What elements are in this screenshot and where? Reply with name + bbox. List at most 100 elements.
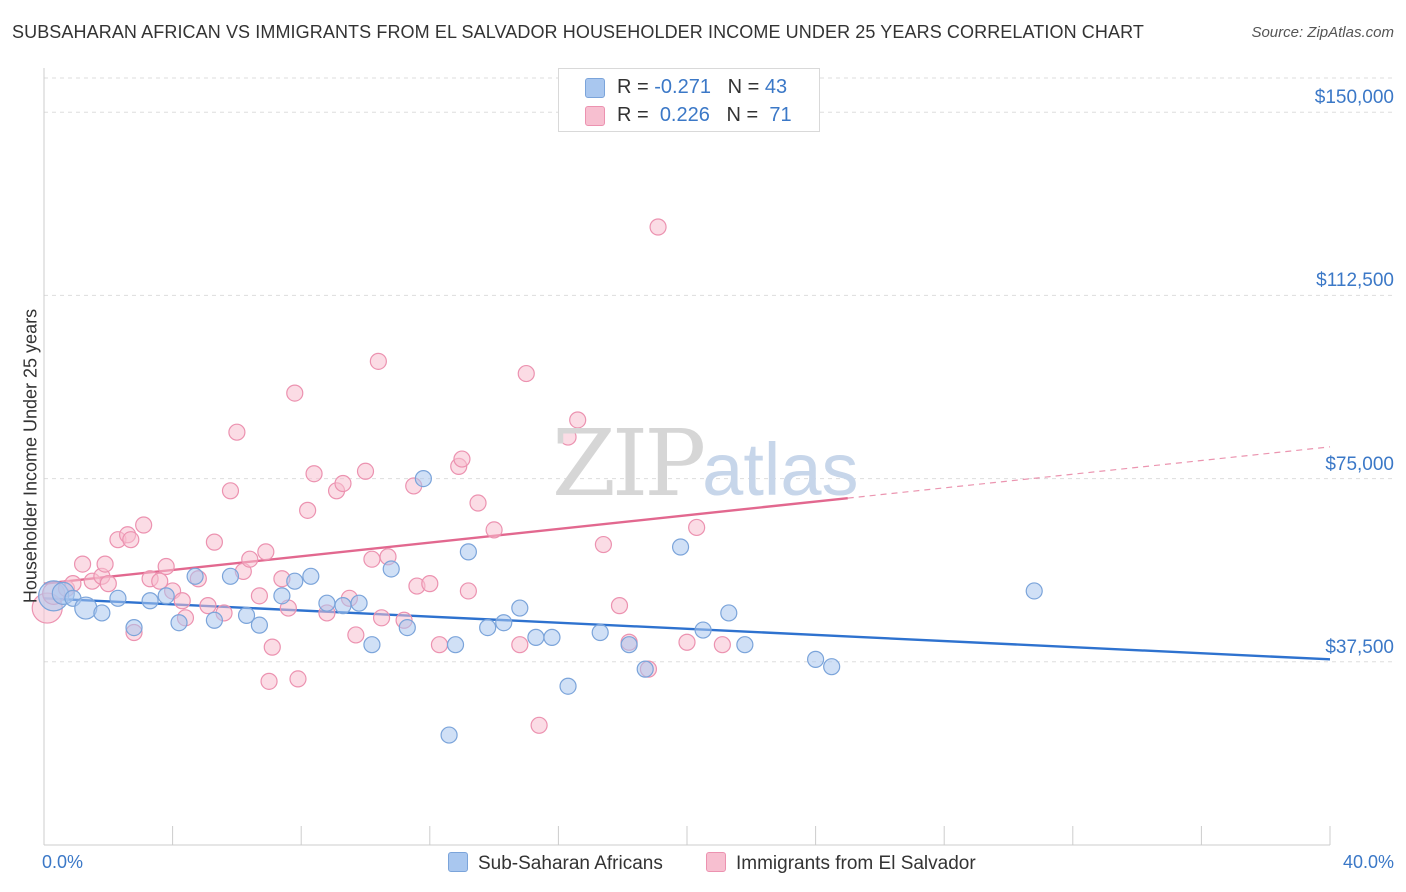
pink-point-68 <box>678 633 696 651</box>
blue-point-30 <box>511 599 529 617</box>
blue-point-18 <box>318 594 336 612</box>
pink-point-18 <box>173 592 191 610</box>
blue-point-41 <box>806 650 825 668</box>
pink-point-36 <box>299 501 317 519</box>
pink-point-54 <box>453 450 471 468</box>
pink-point-21 <box>199 597 217 615</box>
series-legend-blue-swatch <box>448 852 468 872</box>
pink-point-34 <box>286 384 304 402</box>
pink-point-24 <box>221 482 240 500</box>
blue-point-11 <box>205 611 223 629</box>
legend-pink-n-label: N = <box>726 104 759 126</box>
pink-point-64 <box>610 597 629 615</box>
blue-point-36 <box>636 660 654 678</box>
y-axis-label: Householder Income Under 25 years <box>20 308 41 604</box>
pink-point-16 <box>157 557 175 576</box>
pink-point-62 <box>569 411 587 429</box>
pink-point-55 <box>459 582 477 600</box>
blue-point-27 <box>459 543 477 561</box>
blue-point-29 <box>495 614 513 632</box>
y-tick-label-3: $150,000 <box>1314 87 1394 109</box>
blue-point-3 <box>74 596 98 620</box>
pink-point-27 <box>241 550 259 568</box>
y-tick-label-1: $75,000 <box>1325 453 1394 475</box>
chart-title: SUBSAHARAN AFRICAN VS IMMIGRANTS FROM EL… <box>12 22 1144 42</box>
blue-point-12 <box>221 567 240 585</box>
blue-point-32 <box>543 628 561 646</box>
blue-point-28 <box>479 619 497 637</box>
blue-point-26 <box>446 636 465 654</box>
blue-trend-line <box>43 597 1331 661</box>
axes <box>43 68 1331 846</box>
pink-point-37 <box>305 465 323 483</box>
pink-point-45 <box>369 352 387 370</box>
legend-pink-r-value: 0.226 <box>659 104 710 126</box>
blue-point-7 <box>141 592 159 610</box>
series-legend-blue-label: Sub-Saharan Africans <box>478 853 663 874</box>
pink-point-28 <box>250 587 269 605</box>
blue-point-19 <box>334 597 352 615</box>
pink-point-70 <box>713 636 731 654</box>
y-tick-label-0: $37,500 <box>1325 636 1394 658</box>
pink-point-30 <box>260 672 278 690</box>
blue-point-43 <box>1025 582 1043 600</box>
pink-point-51 <box>421 575 439 593</box>
pink-point-7 <box>96 555 114 573</box>
blue-point-38 <box>694 621 712 639</box>
legend-blue-text: R = -0.271 N = 43 <box>617 76 787 99</box>
blue-point-20 <box>350 594 368 612</box>
pink-point-52 <box>430 636 449 654</box>
x-tick-label-max: 40.0% <box>1342 852 1394 872</box>
pink-point-44 <box>363 550 381 568</box>
blue-point-42 <box>823 658 841 676</box>
trend-lines <box>43 446 1331 661</box>
pink-point-56 <box>469 494 487 512</box>
blue-swatch <box>585 78 605 98</box>
legend-pink-n-value: 71 <box>769 104 792 126</box>
pink-point-31 <box>263 638 281 656</box>
legend-pink-r-label: R = <box>617 104 649 126</box>
pink-point-58 <box>511 636 529 654</box>
pink-point-22 <box>205 533 223 551</box>
pink-point-61 <box>559 428 577 446</box>
pink-point-59 <box>517 364 535 383</box>
data-points <box>31 218 1043 744</box>
pink-point-46 <box>372 609 391 627</box>
legend-blue-r-value: -0.271 <box>654 76 711 98</box>
blue-point-14 <box>250 616 269 634</box>
blue-point-15 <box>273 587 291 605</box>
pink-point-69 <box>688 518 706 537</box>
blue-point-34 <box>591 623 609 642</box>
blue-point-5 <box>109 589 127 607</box>
series-legend-pink-swatch <box>706 852 726 872</box>
pink-point-35 <box>289 670 307 688</box>
blue-point-8 <box>157 587 175 605</box>
pink-point-63 <box>594 535 613 554</box>
pink-point-25 <box>228 423 246 441</box>
blue-point-17 <box>302 567 320 585</box>
series-legend-pink: Immigrants from El Salvador <box>706 852 976 875</box>
pink-trend-line <box>43 496 848 585</box>
series-legend-blue: Sub-Saharan Africans <box>448 852 663 875</box>
blue-point-4 <box>93 604 111 622</box>
legend-pink-text: R = 0.226 N = 71 <box>617 104 792 127</box>
pink-point-42 <box>347 626 365 644</box>
legend-blue-n-value: 43 <box>764 76 788 98</box>
source-label: Source: ZipAtlas.com <box>1251 24 1394 41</box>
pink-point-15 <box>151 572 169 590</box>
series-legend-pink-label: Immigrants from El Salvador <box>736 853 976 874</box>
legend-blue-r-label: R = <box>617 76 649 98</box>
pink-point-11 <box>122 531 140 549</box>
pink-swatch <box>585 106 605 126</box>
blue-point-25 <box>440 726 458 744</box>
blue-point-13 <box>237 606 256 624</box>
blue-point-35 <box>620 636 638 654</box>
blue-point-16 <box>286 572 304 590</box>
pink-point-13 <box>135 516 153 534</box>
blue-point-24 <box>414 469 432 488</box>
x-tick-label-min: 0.0% <box>42 852 84 872</box>
blue-point-9 <box>170 614 188 632</box>
pink-point-43 <box>356 462 375 480</box>
blue-point-40 <box>736 636 754 654</box>
